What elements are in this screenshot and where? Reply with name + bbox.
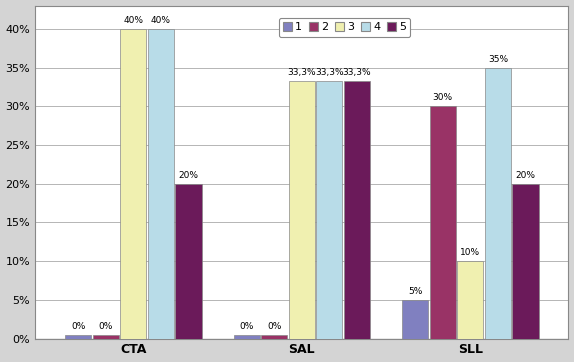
Text: 20%: 20% — [179, 171, 199, 180]
Bar — [457, 261, 483, 338]
Bar — [120, 29, 146, 338]
Text: 35%: 35% — [488, 55, 508, 64]
Text: 30%: 30% — [433, 93, 453, 102]
Bar — [289, 81, 315, 338]
Text: 5%: 5% — [408, 287, 422, 296]
Legend: 1, 2, 3, 4, 5: 1, 2, 3, 4, 5 — [278, 18, 410, 37]
Text: 0%: 0% — [99, 322, 113, 331]
Text: 0%: 0% — [267, 322, 281, 331]
Bar — [234, 335, 260, 338]
Text: 0%: 0% — [71, 322, 86, 331]
Bar — [513, 184, 538, 338]
Bar — [148, 29, 174, 338]
Text: 33,3%: 33,3% — [288, 68, 316, 77]
Text: 33,3%: 33,3% — [315, 68, 344, 77]
Bar — [316, 81, 343, 338]
Bar — [92, 335, 119, 338]
Bar — [402, 300, 428, 338]
Bar — [175, 184, 201, 338]
Bar — [430, 106, 456, 338]
Bar — [35, 338, 568, 346]
Text: 10%: 10% — [460, 248, 480, 257]
Bar — [485, 68, 511, 338]
Bar — [65, 335, 91, 338]
Text: 40%: 40% — [151, 16, 171, 25]
Bar — [344, 81, 370, 338]
Bar — [261, 335, 288, 338]
Text: 0%: 0% — [239, 322, 254, 331]
Text: 20%: 20% — [515, 171, 536, 180]
Text: 40%: 40% — [123, 16, 144, 25]
Text: 33,3%: 33,3% — [343, 68, 371, 77]
